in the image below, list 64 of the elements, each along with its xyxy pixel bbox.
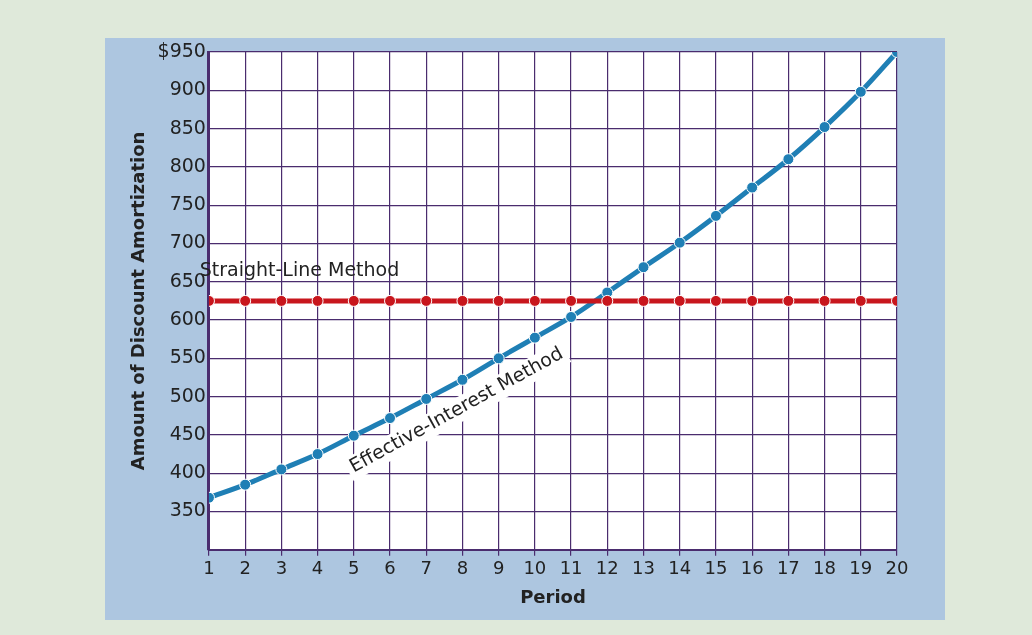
x-tick-label: 14: [668, 557, 692, 579]
point: [492, 294, 505, 307]
point: [637, 261, 650, 274]
y-tick-label: 850: [169, 115, 206, 138]
point: [275, 294, 288, 307]
point: [384, 294, 397, 307]
point: [818, 294, 831, 307]
y-tick-label: 750: [169, 192, 206, 215]
point: [601, 294, 614, 307]
point: [709, 294, 722, 307]
point: [311, 294, 324, 307]
point: [746, 181, 759, 194]
x-tick-label: 17: [776, 557, 800, 579]
point: [528, 331, 541, 344]
point: [637, 294, 650, 307]
point: [311, 448, 324, 461]
x-tick-label: 6: [384, 557, 396, 579]
x-tick-label: 16: [740, 557, 764, 579]
y-tick-label: $950: [157, 38, 206, 61]
point: [565, 310, 578, 323]
x-tick-label: 7: [420, 557, 432, 579]
point: [528, 294, 541, 307]
point: [673, 236, 686, 249]
point: [854, 85, 867, 98]
x-tick-label: 9: [492, 557, 505, 579]
y-tick-label: 900: [169, 77, 206, 100]
point: [239, 478, 252, 491]
x-tick-label: 3: [275, 557, 288, 579]
x-tick-label: 18: [813, 557, 837, 579]
x-tick-label: 10: [523, 557, 547, 579]
y-tick-label: 550: [169, 345, 206, 368]
point: [818, 121, 831, 134]
x-tick-label: 15: [704, 557, 728, 579]
point: [456, 294, 469, 307]
point: [275, 463, 288, 476]
x-tick-label: 4: [311, 557, 324, 579]
point: [746, 294, 759, 307]
point: [782, 294, 795, 307]
y-tick-label: 450: [169, 421, 206, 444]
x-tick-label: 1: [203, 557, 215, 579]
point: [565, 294, 578, 307]
x-tick-label: 2: [239, 557, 251, 579]
y-tick-label: 350: [169, 498, 206, 521]
point: [673, 294, 686, 307]
y-tick-label: 800: [169, 153, 206, 176]
y-tick-label: 600: [169, 306, 206, 329]
y-tick-label: 400: [169, 460, 206, 483]
point: [347, 294, 360, 307]
x-tick-label: 11: [559, 557, 583, 579]
point: [420, 294, 433, 307]
point: [709, 209, 722, 222]
y-tick-label: 700: [169, 230, 206, 253]
x-tick-label: 19: [849, 557, 873, 579]
x-tick-label: 12: [595, 557, 619, 579]
x-axis-title: Period: [520, 585, 586, 607]
x-tick-label: 5: [348, 557, 360, 579]
point: [782, 153, 795, 166]
x-tick-label: 20: [885, 557, 909, 579]
x-tick-label: 8: [456, 557, 469, 579]
y-tick-label: 500: [169, 383, 206, 406]
y-axis-title: Amount of Discount Amortization: [127, 131, 149, 471]
point: [854, 294, 867, 307]
x-tick-label: 13: [632, 557, 655, 579]
point: [239, 294, 252, 307]
